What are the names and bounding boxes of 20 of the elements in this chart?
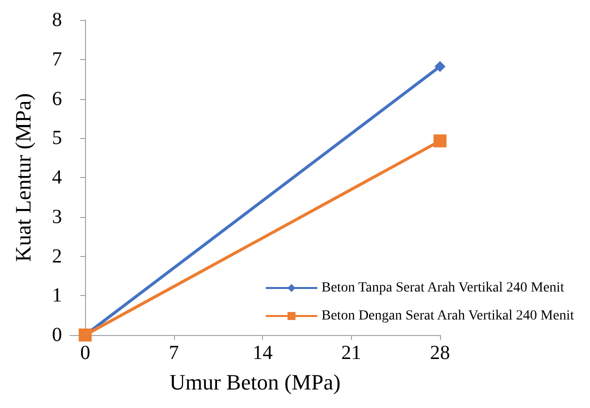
- y-tick-label: 0: [52, 324, 62, 346]
- legend-label: Beton Tanpa Serat Arah Vertikal 240 Menit: [322, 280, 564, 296]
- y-axis-title: Kuat Lentur (MPa): [10, 93, 36, 262]
- x-axis-title: Umur Beton (MPa): [169, 370, 341, 394]
- x-tick-label: 7: [168, 342, 179, 364]
- y-tick-label: 4: [52, 166, 62, 188]
- legend-label: Beton Dengan Serat Arah Vertikal 240 Menit: [322, 308, 574, 324]
- y-tick-label: 1: [52, 284, 62, 307]
- point: [434, 60, 446, 72]
- x-tick-label: 0: [80, 342, 90, 364]
- x-tick-label: 28: [430, 342, 450, 364]
- y-tick-label: 3: [52, 206, 62, 228]
- y-tick-label: 7: [52, 48, 62, 70]
- y-tick-label: 6: [52, 88, 62, 110]
- x-tick-label: 14: [252, 342, 273, 364]
- x-tick-label: 21: [341, 342, 362, 364]
- point: [434, 134, 446, 148]
- y-tick-label: 2: [52, 245, 62, 268]
- y-tick-label: 5: [52, 127, 62, 150]
- y-tick-label: 8: [52, 9, 62, 31]
